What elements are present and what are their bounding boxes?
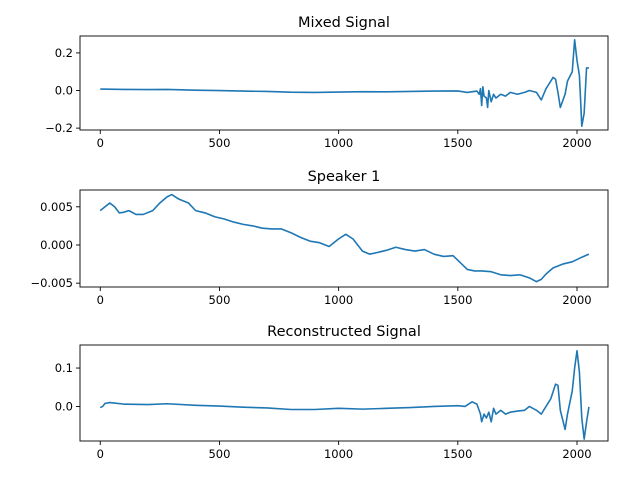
x-tick-label: 1500 <box>443 136 472 150</box>
panel-reconstructed-signal: Reconstructed Signal 0 500 1000 1500 2000 0.0… <box>55 324 609 461</box>
y-tick-label: 0.0 <box>55 399 73 413</box>
x-tick-label: 1000 <box>324 447 353 461</box>
series-line <box>100 38 589 128</box>
x-tick-label: 500 <box>208 447 230 461</box>
panel-mixed-signal: Mixed Signal 0 500 1000 1500 2000 −0.2 0.0 0.2 <box>45 15 609 150</box>
x-tick-label: 1000 <box>324 136 353 150</box>
x-tick-label: 0 <box>97 293 104 307</box>
panel-title: Speaker 1 <box>308 169 381 185</box>
y-tick-label: 0.000 <box>40 238 73 252</box>
y-tick-label: 0.0 <box>55 84 73 98</box>
x-tick-label: 0 <box>97 136 104 150</box>
panel-title: Reconstructed Signal <box>267 324 421 340</box>
y-tick-label: −0.005 <box>30 276 73 290</box>
axes-frame <box>79 189 609 288</box>
x-tick-label: 1500 <box>443 447 472 461</box>
x-tick-label: 500 <box>208 136 230 150</box>
x-tick-label: 0 <box>97 447 104 461</box>
x-tick-label: 2000 <box>562 447 591 461</box>
x-tick-label: 2000 <box>562 293 591 307</box>
x-tick-label: 500 <box>208 293 230 307</box>
x-tick-label: 1000 <box>324 293 353 307</box>
x-tick-label: 2000 <box>562 136 591 150</box>
x-tick-label: 1500 <box>443 293 472 307</box>
panel-speaker-1: Speaker 1 0 500 1000 1500 2000 −0.005 0.000 0.0… <box>30 169 609 307</box>
y-tick-label: −0.2 <box>45 121 73 135</box>
series-line <box>99 193 590 283</box>
y-tick-label: 0.005 <box>40 200 73 214</box>
axes-frame <box>79 35 609 131</box>
y-tick-label: 0.1 <box>55 361 73 375</box>
axes-frame <box>79 344 609 442</box>
series-line <box>99 349 590 440</box>
panel-title: Mixed Signal <box>298 15 390 31</box>
y-tick-label: 0.2 <box>55 46 73 60</box>
